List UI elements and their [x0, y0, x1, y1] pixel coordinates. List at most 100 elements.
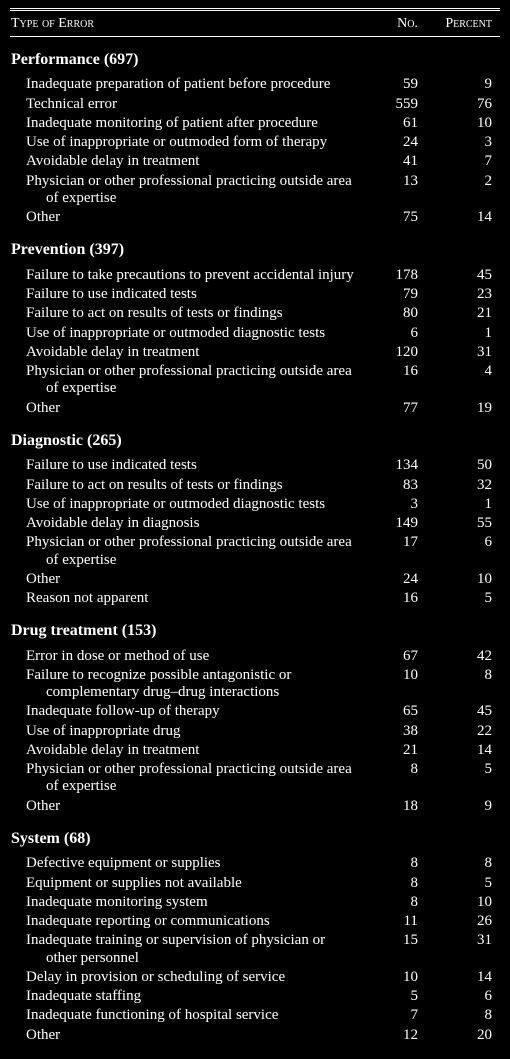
table-row: Equipment or supplies not available85	[10, 874, 500, 893]
row-percent: 5	[426, 589, 500, 608]
table-row: Failure to act on results of tests or fi…	[10, 304, 500, 323]
row-percent: 7	[426, 152, 500, 171]
row-no: 61	[357, 114, 426, 133]
table-row: Avoidable delay in treatment2114	[10, 741, 500, 760]
row-percent: 10	[426, 893, 500, 912]
row-no: 10	[357, 968, 426, 987]
row-no: 77	[357, 399, 426, 418]
row-no: 134	[357, 456, 426, 475]
row-no: 24	[357, 133, 426, 152]
row-label: Physician or other professional practici…	[26, 363, 356, 398]
row-no: 11	[357, 912, 426, 931]
row-no: 8	[357, 854, 426, 873]
table-row: Use of inappropriate or outmoded diagnos…	[10, 324, 500, 343]
row-no: 12	[357, 1026, 426, 1045]
table-row: Use of inappropriate or outmoded diagnos…	[10, 495, 500, 514]
table-row: Inadequate functioning of hospital servi…	[10, 1006, 500, 1025]
table-row: Inadequate reporting or communications11…	[10, 912, 500, 931]
row-percent: 10	[426, 570, 500, 589]
row-percent: 8	[426, 666, 500, 703]
table-row: Failure to use indicated tests7923	[10, 285, 500, 304]
error-table: Type of Error No. Percent Performance (6…	[10, 15, 500, 1045]
table-row: Physician or other professional practici…	[10, 760, 500, 797]
row-label: Failure to act on results of tests or fi…	[26, 305, 356, 322]
row-label: Inadequate follow-up of therapy	[26, 703, 356, 720]
row-percent: 20	[426, 1026, 500, 1045]
row-no: 15	[357, 931, 426, 968]
row-label: Failure to use indicated tests	[26, 457, 356, 474]
row-no: 8	[357, 760, 426, 797]
table-row: Error in dose or method of use6742	[10, 647, 500, 666]
section-title: Performance (697)	[10, 37, 500, 76]
table-row: Physician or other professional practici…	[10, 533, 500, 570]
table-row: Failure to act on results of tests or fi…	[10, 476, 500, 495]
row-no: 79	[357, 285, 426, 304]
row-percent: 14	[426, 208, 500, 227]
table-wrap: Type of Error No. Percent Performance (6…	[0, 0, 510, 1059]
row-label: Defective equipment or supplies	[26, 855, 356, 872]
row-no: 149	[357, 514, 426, 533]
row-label: Error in dose or method of use	[26, 648, 356, 665]
top-rule	[10, 8, 500, 11]
row-no: 178	[357, 266, 426, 285]
table-row: Defective equipment or supplies88	[10, 854, 500, 873]
row-label: Failure to use indicated tests	[26, 286, 356, 303]
row-label: Equipment or supplies not available	[26, 875, 356, 892]
table-row: Avoidable delay in treatment417	[10, 152, 500, 171]
table-row: Physician or other professional practici…	[10, 172, 500, 209]
table-header: Type of Error No. Percent	[10, 15, 500, 37]
row-percent: 32	[426, 476, 500, 495]
row-no: 75	[357, 208, 426, 227]
table-row: Other2410	[10, 570, 500, 589]
row-no: 559	[357, 95, 426, 114]
row-percent: 10	[426, 114, 500, 133]
row-label: Use of inappropriate or outmoded diagnos…	[26, 496, 356, 513]
row-percent: 5	[426, 874, 500, 893]
row-percent: 2	[426, 172, 500, 209]
row-label: Other	[26, 1027, 356, 1044]
row-label: Inadequate training or supervision of ph…	[26, 932, 356, 967]
section-title: System (68)	[10, 816, 500, 854]
row-no: 5	[357, 987, 426, 1006]
row-no: 41	[357, 152, 426, 171]
row-no: 16	[357, 589, 426, 608]
row-label: Use of inappropriate drug	[26, 723, 356, 740]
header-percent: Percent	[426, 15, 500, 37]
row-no: 8	[357, 874, 426, 893]
row-percent: 19	[426, 399, 500, 418]
row-label: Inadequate reporting or communications	[26, 913, 356, 930]
table-row: Failure to take precautions to prevent a…	[10, 266, 500, 285]
row-percent: 14	[426, 741, 500, 760]
row-no: 10	[357, 666, 426, 703]
row-label: Inadequate monitoring system	[26, 894, 356, 911]
table-row: Inadequate monitoring system810	[10, 893, 500, 912]
row-percent: 6	[426, 533, 500, 570]
table-row: Inadequate monitoring of patient after p…	[10, 114, 500, 133]
header-type: Type of Error	[10, 15, 357, 37]
row-no: 16	[357, 362, 426, 399]
table-row: Avoidable delay in diagnosis14955	[10, 514, 500, 533]
row-no: 83	[357, 476, 426, 495]
row-no: 80	[357, 304, 426, 323]
row-label: Avoidable delay in treatment	[26, 344, 356, 361]
row-label: Avoidable delay in treatment	[26, 742, 356, 759]
row-no: 38	[357, 722, 426, 741]
row-label: Other	[26, 571, 356, 588]
row-percent: 31	[426, 931, 500, 968]
table-row: Inadequate training or supervision of ph…	[10, 931, 500, 968]
section-title: Drug treatment (153)	[10, 608, 500, 646]
row-percent: 21	[426, 304, 500, 323]
table-row: Other7719	[10, 399, 500, 418]
row-no: 3	[357, 495, 426, 514]
row-no: 24	[357, 570, 426, 589]
table-row: Avoidable delay in treatment12031	[10, 343, 500, 362]
row-label: Failure to recognize possible antagonist…	[26, 667, 356, 702]
row-percent: 1	[426, 495, 500, 514]
table-row: Failure to use indicated tests13450	[10, 456, 500, 475]
table-row: Inadequate preparation of patient before…	[10, 75, 500, 94]
row-no: 6	[357, 324, 426, 343]
row-percent: 31	[426, 343, 500, 362]
row-percent: 26	[426, 912, 500, 931]
row-percent: 22	[426, 722, 500, 741]
row-percent: 42	[426, 647, 500, 666]
